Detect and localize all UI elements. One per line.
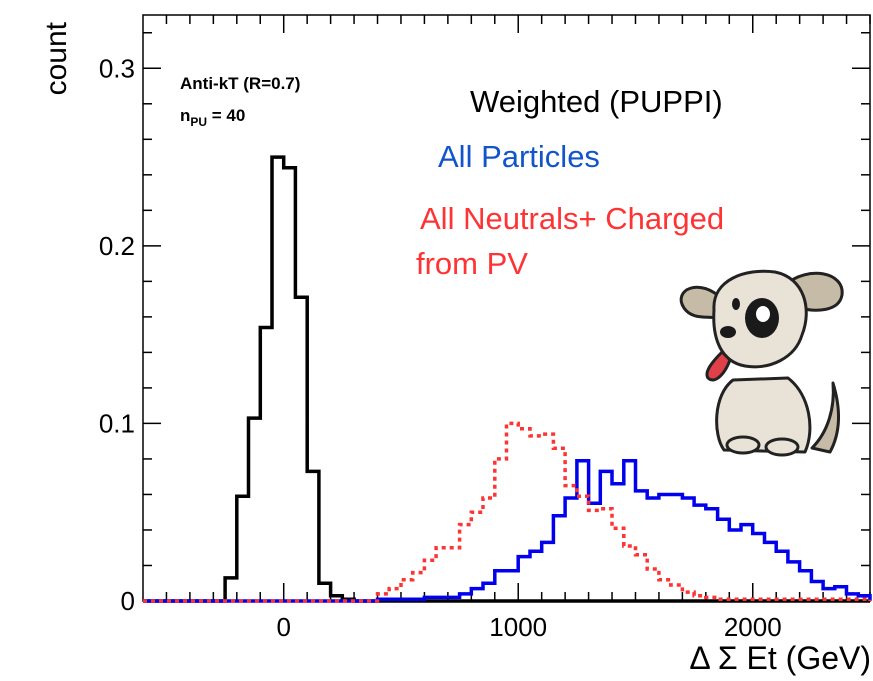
series-line-1: [143, 458, 872, 603]
dog-left-eye: [732, 298, 740, 310]
npu-suffix: = 40: [207, 106, 245, 125]
legend-weighted: Weighted (PUPPI): [470, 84, 723, 119]
y-axis-label: count: [40, 21, 73, 95]
npu-annotation: nPU = 40: [180, 106, 245, 129]
y-tick-label: 0: [121, 586, 135, 616]
algo-annotation: Anti-kT (R=0.7): [180, 74, 300, 93]
x-tick-label: 0: [276, 612, 290, 642]
legend-all-particles: All Particles: [438, 139, 600, 174]
dog-tail: [810, 381, 841, 454]
y-tick-label: 0.1: [99, 408, 135, 438]
series-line-2: [143, 421, 872, 603]
legend-from-pv: from PV: [416, 246, 528, 281]
series-line-0: [143, 155, 870, 603]
y-tick-label: 0.2: [99, 231, 135, 261]
dog-nose: [720, 326, 736, 338]
x-tick-label: 2000: [724, 612, 782, 642]
legend-neutrals-charged: All Neutrals+ Charged: [420, 201, 724, 236]
series-group: [143, 155, 872, 603]
dog-eye-highlight: [756, 306, 770, 322]
dog-illustration: [679, 269, 844, 457]
x-tick-label: 1000: [489, 612, 547, 642]
x-axis-label: Δ Σ Et (GeV): [689, 640, 871, 676]
npu-subscript: PU: [190, 115, 207, 129]
y-tick-label: 0.3: [99, 53, 135, 83]
dog-left-paw: [725, 435, 761, 455]
dog-tongue: [705, 350, 732, 382]
dog-body: [715, 376, 812, 454]
npu-prefix: n: [180, 106, 190, 125]
dog-right-paw: [764, 437, 800, 457]
